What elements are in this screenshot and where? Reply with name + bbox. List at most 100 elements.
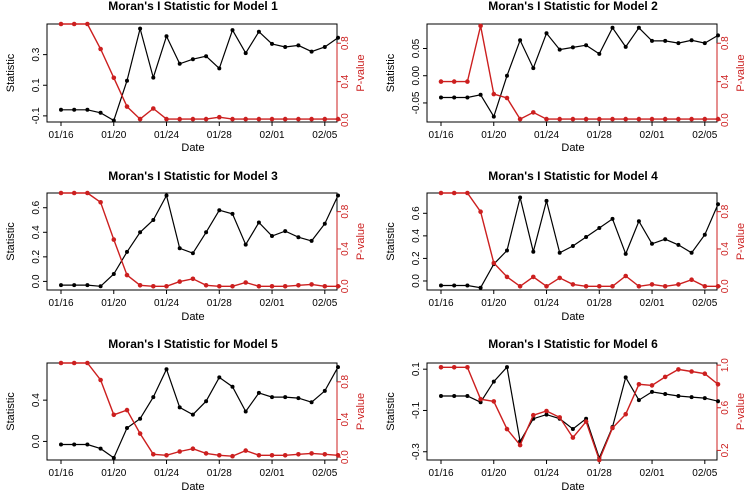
statistic-point bbox=[570, 45, 575, 50]
pvalue-point bbox=[164, 116, 169, 122]
x-tick-label: 02/01 bbox=[260, 130, 285, 141]
x-tick-label: 02/01 bbox=[260, 298, 285, 309]
chart-panel-2: Moran's I Statistic for Model 2 01/16 01/2… bbox=[385, 0, 747, 154]
pvalue-point bbox=[649, 116, 655, 122]
x-tick-label: 01/28 bbox=[587, 298, 612, 309]
pvalue-point bbox=[151, 452, 156, 457]
pvalue-series bbox=[58, 360, 341, 459]
statistic-point bbox=[138, 230, 143, 235]
pvalue-point bbox=[58, 190, 64, 196]
pvalue-point bbox=[111, 75, 117, 81]
y-tick-label: 0.6 bbox=[31, 200, 42, 214]
x-tick-label: 02/01 bbox=[640, 130, 665, 141]
statistic-point bbox=[452, 394, 457, 398]
statistic-point bbox=[465, 95, 470, 100]
y2-tick-label: 0.8 bbox=[340, 204, 351, 218]
y-axis-left: -0.1 0.1 0.3 bbox=[31, 47, 47, 124]
y-tick-label: 0.05 bbox=[411, 38, 422, 58]
y2-tick-label: 0.8 bbox=[340, 36, 351, 50]
pvalue-point bbox=[111, 412, 117, 418]
y2-axis-label: P-value bbox=[735, 393, 747, 430]
y-axis-right: 0.0 0.4 0.8 bbox=[716, 36, 731, 127]
statistic-point bbox=[636, 219, 641, 224]
y2-tick-label: 1.0 bbox=[720, 358, 731, 372]
statistic-point bbox=[505, 248, 509, 253]
y-axis-label: Statistic bbox=[5, 222, 17, 261]
y-axis-label: Statistic bbox=[5, 53, 17, 92]
pvalue-point bbox=[190, 446, 196, 452]
pvalue-point bbox=[676, 282, 681, 287]
pvalue-point bbox=[164, 453, 169, 458]
x-tick-label: 02/05 bbox=[312, 298, 337, 309]
y2-tick-label: 0.0 bbox=[340, 279, 351, 293]
statistic-point bbox=[544, 31, 549, 36]
pvalue-point bbox=[649, 383, 655, 388]
statistic-point bbox=[270, 395, 274, 400]
statistic-point bbox=[623, 251, 628, 256]
pvalue-point bbox=[570, 435, 576, 440]
statistic-point bbox=[676, 242, 681, 247]
statistic-point bbox=[478, 92, 483, 97]
pvalue-point bbox=[124, 104, 130, 109]
statistic-point bbox=[230, 28, 235, 33]
pvalue-point bbox=[230, 116, 235, 122]
statistic-point bbox=[190, 57, 195, 62]
statistic-point bbox=[570, 427, 575, 431]
statistic-point bbox=[164, 367, 169, 372]
pvalue-point bbox=[504, 274, 510, 280]
pvalue-point bbox=[282, 116, 288, 122]
statistic-point bbox=[217, 375, 222, 380]
x-axis: 01/16 01/20 01/24 01/28 02/01 02/05 bbox=[48, 122, 338, 141]
plot-frame bbox=[426, 23, 718, 123]
x-tick-label: 01/16 bbox=[48, 130, 73, 141]
pvalue-line bbox=[441, 192, 718, 288]
pvalue-point bbox=[98, 46, 103, 52]
y-axis-left: -0.05 0.00 0.05 bbox=[411, 38, 427, 114]
x-tick-label: 01/24 bbox=[534, 130, 559, 141]
pvalue-point bbox=[335, 453, 341, 458]
pvalue-point bbox=[557, 275, 562, 281]
y-axis-label: Statistic bbox=[385, 392, 397, 431]
pvalue-point bbox=[597, 457, 602, 463]
plot-frame bbox=[426, 362, 718, 461]
x-tick-label: 01/16 bbox=[48, 468, 73, 479]
x-tick-label: 02/01 bbox=[640, 468, 665, 479]
chart-title: Moran's I Statistic for Model 5 bbox=[108, 337, 278, 351]
pvalue-point bbox=[517, 116, 523, 122]
y2-tick-label: 0.0 bbox=[720, 279, 731, 293]
x-tick-label: 02/05 bbox=[312, 130, 337, 141]
pvalue-line bbox=[441, 366, 719, 462]
pvalue-point bbox=[296, 452, 301, 457]
y2-axis-label: P-value bbox=[735, 54, 747, 91]
pvalue-point bbox=[164, 284, 169, 289]
pvalue-point bbox=[544, 116, 549, 122]
statistic-point bbox=[296, 396, 301, 401]
statistic-point bbox=[544, 198, 549, 203]
y-tick-label: 0.0 bbox=[411, 274, 422, 288]
statistic-line bbox=[441, 365, 719, 460]
statistic-point bbox=[270, 41, 274, 46]
pvalue-point bbox=[256, 284, 262, 289]
statistic-point bbox=[59, 283, 63, 288]
pvalue-point bbox=[282, 453, 288, 458]
pvalue-point bbox=[296, 116, 301, 122]
x-axis: 01/16 01/20 01/24 01/28 02/01 02/05 bbox=[428, 122, 718, 141]
pvalue-point bbox=[623, 116, 628, 122]
pvalue-point bbox=[203, 283, 209, 288]
pvalue-point bbox=[438, 190, 444, 196]
statistic-point bbox=[439, 283, 443, 288]
pvalue-point bbox=[715, 116, 721, 122]
pvalue-point bbox=[190, 116, 196, 122]
x-tick-label: 01/28 bbox=[587, 130, 612, 141]
pvalue-point bbox=[557, 415, 562, 420]
x-tick-label: 02/05 bbox=[692, 468, 717, 479]
statistic-point bbox=[151, 395, 156, 400]
pvalue-point bbox=[322, 116, 328, 122]
statistic-point bbox=[256, 220, 261, 225]
plot-frame bbox=[46, 23, 338, 123]
y-tick-label: 0.6 bbox=[411, 206, 422, 220]
statistic-point bbox=[663, 237, 668, 242]
pvalue-point bbox=[636, 382, 642, 387]
pvalue-point bbox=[217, 284, 222, 289]
statistic-point bbox=[570, 244, 575, 248]
